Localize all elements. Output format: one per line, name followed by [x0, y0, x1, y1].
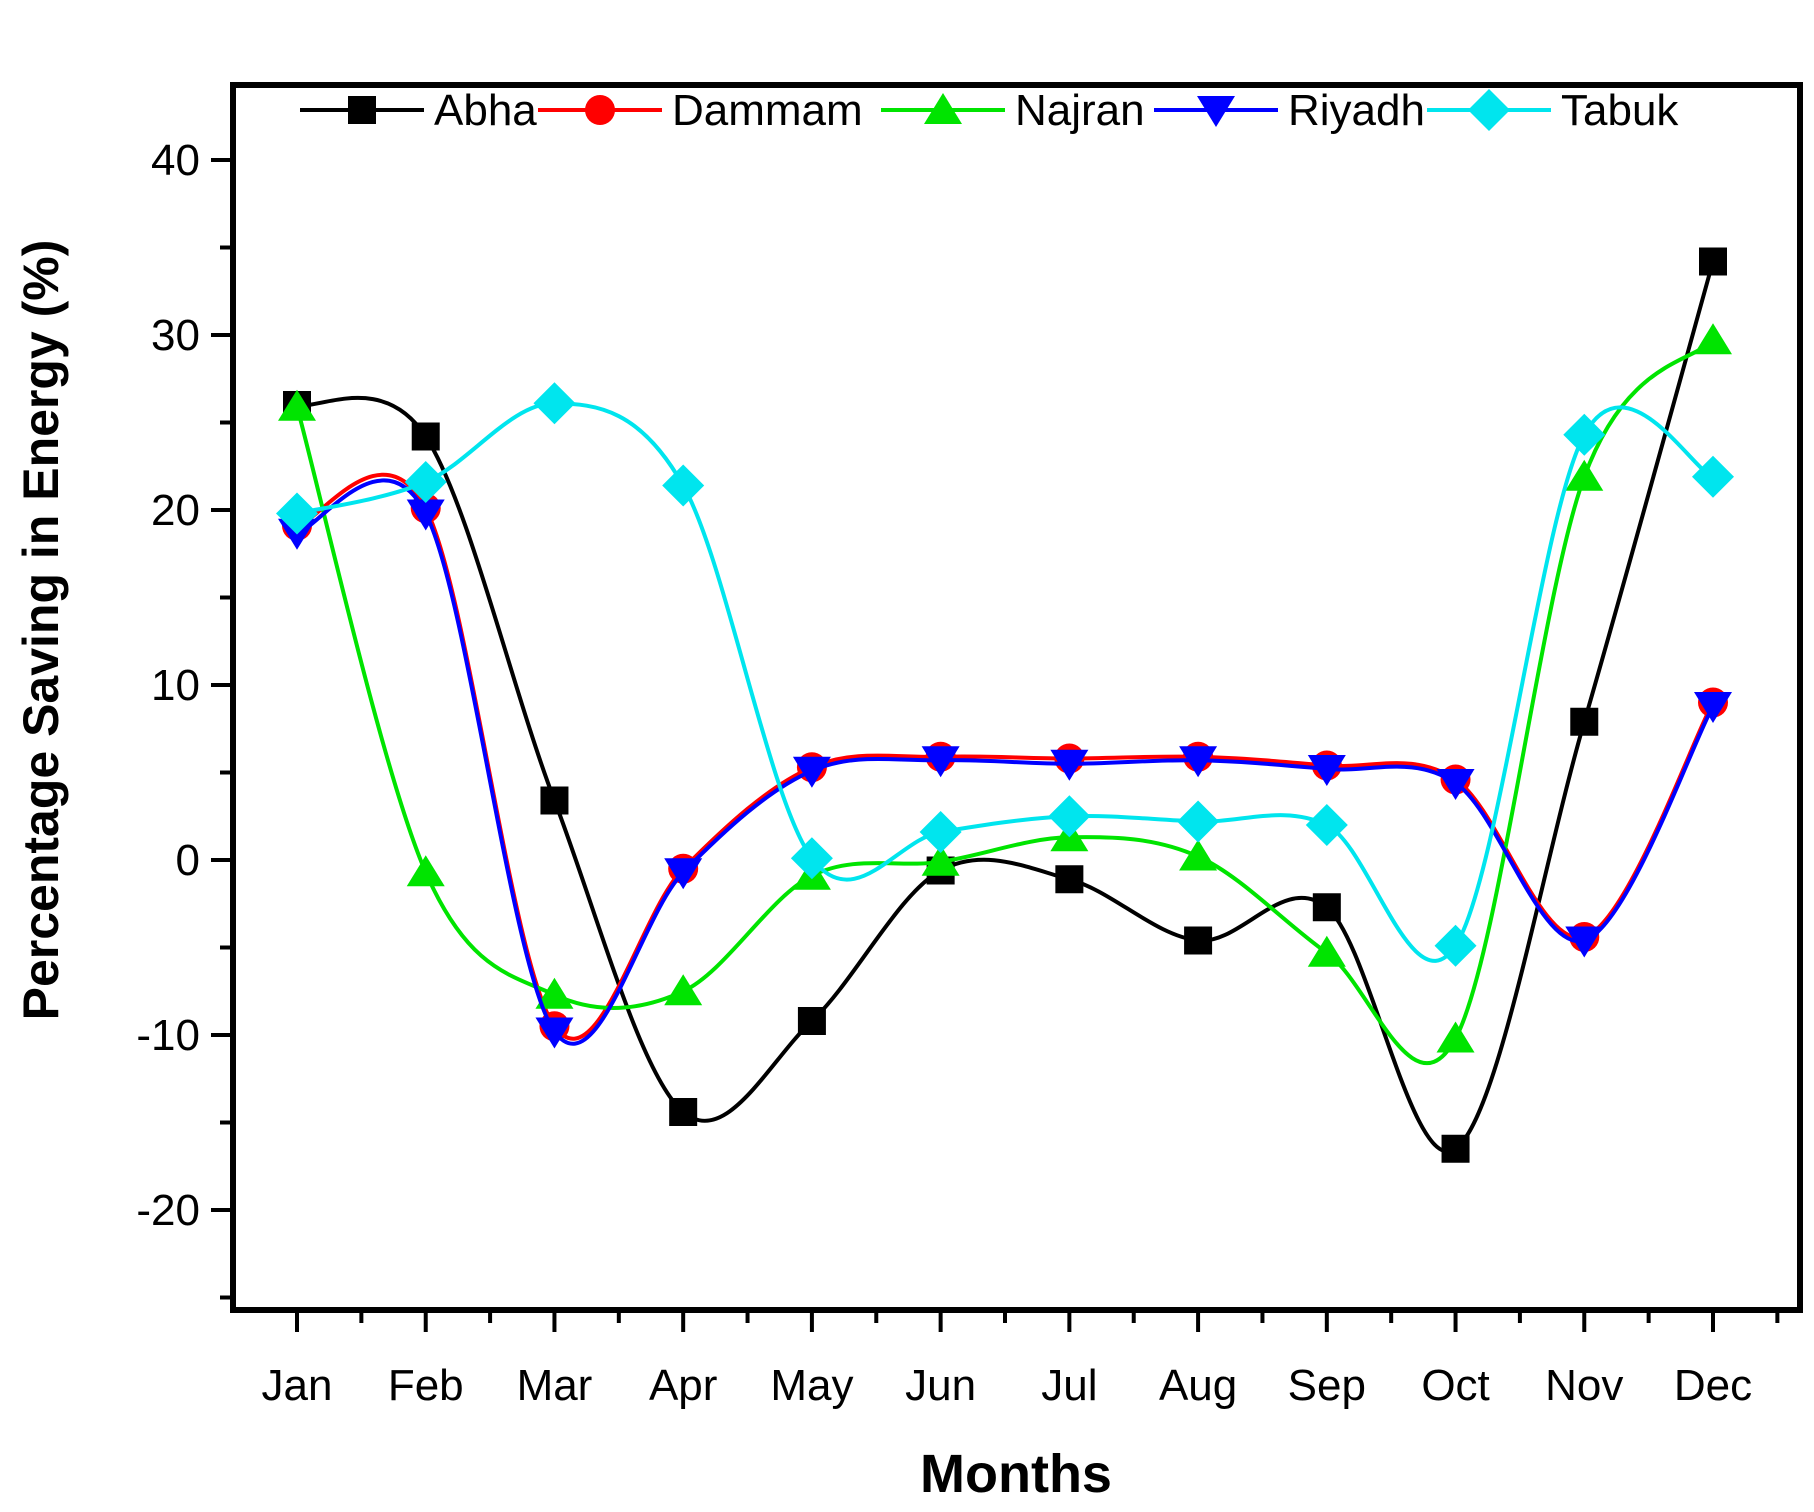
y-tick-label: -20	[136, 1186, 200, 1235]
marker-najran-mar	[535, 977, 574, 1009]
marker-riyadh-dec	[1694, 692, 1732, 723]
marker-riyadh-feb	[406, 499, 445, 531]
marker-tabuk-jan	[276, 492, 318, 535]
marker-najran-nov	[1565, 459, 1604, 491]
y-tick-label: 0	[176, 836, 200, 885]
marker-tabuk-mar	[533, 382, 576, 425]
marker-abha-jul	[1055, 865, 1084, 894]
series-line-najran	[295, 338, 1715, 1066]
marker-tabuk-jun	[919, 811, 962, 853]
x-tick-label: Jul	[1041, 1361, 1097, 1410]
legend-item-dammam: Dammam	[538, 86, 863, 135]
x-tick-label: Feb	[388, 1361, 464, 1410]
marker-riyadh-jun	[921, 746, 960, 778]
legend-label-abha: Abha	[434, 86, 537, 135]
y-tick-label: 10	[151, 661, 200, 710]
y-tick-label: 30	[151, 311, 200, 360]
marker-riyadh-aug	[1179, 746, 1218, 778]
x-tick-label: Nov	[1545, 1361, 1623, 1410]
marker-najran-sep	[1307, 935, 1346, 967]
marker-riyadh-apr	[664, 858, 703, 890]
x-tick-label: Jun	[905, 1361, 976, 1410]
marker-abha-dec	[1699, 247, 1727, 276]
legend-triangle-up-icon	[924, 93, 962, 124]
x-tick-label: Apr	[649, 1361, 717, 1410]
marker-tabuk-aug	[1177, 800, 1220, 843]
legend-item-tabuk: Tabuk	[1427, 86, 1679, 135]
marker-tabuk-jul	[1048, 795, 1091, 838]
marker-abha-mar	[540, 786, 569, 815]
marker-riyadh-jul	[1050, 749, 1089, 781]
marker-tabuk-feb	[404, 461, 447, 503]
x-tick-label: Dec	[1674, 1361, 1752, 1410]
plot-series	[276, 247, 1734, 1163]
marker-najran-oct	[1436, 1021, 1475, 1053]
y-tick-label: 20	[151, 486, 200, 535]
marker-abha-sep	[1312, 893, 1341, 922]
legend-square-icon	[348, 96, 376, 124]
chart-legend: Abha Dammam Najran Riyadh Tabuk	[300, 86, 1679, 135]
marker-riyadh-nov	[1565, 926, 1604, 958]
marker-riyadh-oct	[1436, 769, 1475, 800]
legend-triangle-down-icon	[1197, 96, 1235, 127]
marker-najran-feb	[406, 855, 445, 887]
legend-circle-icon	[585, 95, 615, 125]
legend-label-dammam: Dammam	[672, 86, 863, 135]
marker-abha-nov	[1570, 707, 1599, 736]
marker-abha-aug	[1184, 926, 1213, 955]
series-line-riyadh	[295, 478, 1715, 1046]
marker-riyadh-may	[792, 756, 831, 788]
x-tick-label: May	[770, 1361, 853, 1410]
marker-riyadh-sep	[1307, 755, 1346, 786]
marker-najran-jun	[921, 844, 960, 876]
x-tick-label: Oct	[1421, 1361, 1489, 1410]
marker-abha-oct	[1441, 1134, 1470, 1163]
marker-najran-aug	[1179, 839, 1218, 871]
marker-tabuk-sep	[1305, 804, 1348, 846]
x-axis-label: Months	[920, 1444, 1112, 1504]
axes-ticks: 40 30 20 10 0 -10 -20 Jan Feb Mar Apr May Jun Jul Aug S…	[136, 136, 1780, 1410]
y-axis-label: Percentage Saving in Energy (%)	[13, 240, 69, 1021]
marker-najran-jan	[278, 389, 316, 421]
marker-tabuk-apr	[662, 464, 705, 507]
series-line-abha	[295, 259, 1715, 1154]
marker-najran-dec	[1694, 323, 1732, 355]
plot-frame	[230, 82, 1803, 1313]
legend-label-tabuk: Tabuk	[1561, 86, 1679, 135]
marker-najran-apr	[664, 974, 703, 1006]
legend-diamond-icon	[1468, 89, 1510, 131]
y-tick-label: 40	[151, 136, 200, 185]
marker-tabuk-may	[790, 837, 833, 880]
series-line-dammam	[295, 472, 1715, 1041]
legend-item-najran: Najran	[881, 86, 1145, 135]
legend-item-abha: Abha	[300, 86, 537, 135]
marker-abha-apr	[669, 1098, 698, 1126]
marker-riyadh-mar	[535, 1017, 574, 1049]
marker-abha-feb	[411, 422, 440, 451]
marker-abha-may	[797, 1007, 826, 1035]
x-tick-label: Jan	[262, 1361, 333, 1410]
legend-label-riyadh: Riyadh	[1288, 86, 1425, 135]
legend-label-najran: Najran	[1015, 86, 1145, 135]
marker-tabuk-oct	[1434, 924, 1477, 967]
marker-tabuk-dec	[1692, 455, 1734, 498]
x-tick-label: Sep	[1288, 1361, 1366, 1410]
y-tick-label: -10	[136, 1011, 200, 1060]
legend-item-riyadh: Riyadh	[1154, 86, 1425, 135]
x-tick-label: Aug	[1159, 1361, 1237, 1410]
marker-tabuk-nov	[1563, 413, 1606, 456]
x-tick-label: Mar	[517, 1361, 593, 1410]
